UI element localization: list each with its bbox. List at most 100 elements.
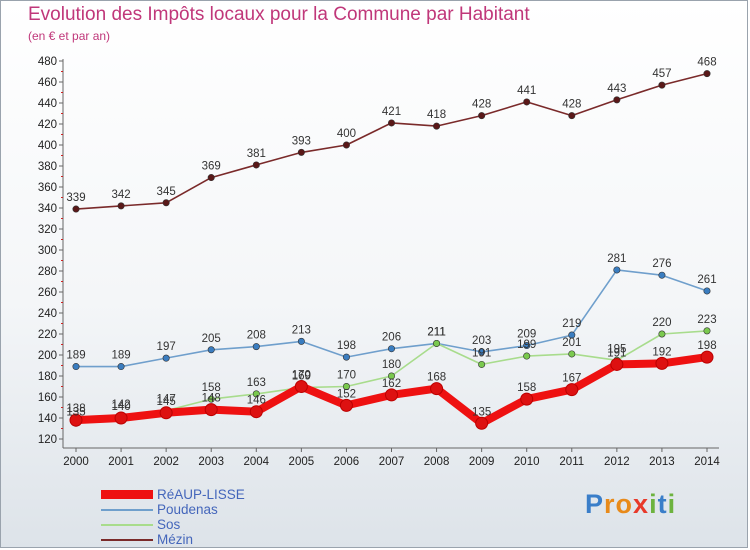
data-point xyxy=(568,350,576,358)
y-tick-label: 420 xyxy=(38,119,57,131)
logo-letter: P xyxy=(585,489,605,519)
y-tick-label: 140 xyxy=(38,413,57,425)
data-point xyxy=(703,327,711,335)
data-point xyxy=(72,205,80,213)
data-label: 145 xyxy=(157,396,176,408)
data-label: 189 xyxy=(111,350,130,362)
logo-letter: i xyxy=(667,489,677,519)
data-point xyxy=(568,112,576,120)
data-label: 198 xyxy=(697,340,716,352)
data-point xyxy=(658,81,666,89)
data-label: 167 xyxy=(562,373,581,385)
data-label: 170 xyxy=(292,370,311,382)
data-label: 138 xyxy=(66,403,85,415)
data-point xyxy=(655,356,669,370)
data-label: 209 xyxy=(517,329,536,341)
data-label: 211 xyxy=(427,326,445,338)
y-tick-label: 160 xyxy=(38,392,57,404)
data-label: 140 xyxy=(111,401,130,413)
data-point xyxy=(159,406,173,420)
y-tick-label: 120 xyxy=(38,434,57,446)
data-point xyxy=(433,339,441,347)
x-tick-label: 2010 xyxy=(514,456,540,468)
x-tick-label: 2012 xyxy=(604,456,630,468)
chart-subtitle: (en € et par an) xyxy=(28,29,111,43)
y-tick-label: 460 xyxy=(38,77,57,89)
x-tick-label: 2003 xyxy=(198,456,224,468)
x-tick-label: 2011 xyxy=(559,456,584,468)
data-point xyxy=(204,403,218,417)
y-tick-label: 360 xyxy=(38,182,57,194)
data-label: 192 xyxy=(652,346,671,358)
data-point xyxy=(207,395,215,403)
data-point xyxy=(117,202,125,210)
y-tick-label: 340 xyxy=(38,203,57,215)
data-label: 342 xyxy=(111,189,130,201)
data-label: 428 xyxy=(472,99,491,111)
data-label: 418 xyxy=(427,109,446,121)
data-point xyxy=(433,122,441,130)
data-label: 468 xyxy=(697,57,716,69)
data-point xyxy=(162,354,170,362)
data-label: 421 xyxy=(382,106,401,118)
legend-label: Mézin xyxy=(157,532,194,547)
data-point xyxy=(294,380,308,393)
y-axis-ticks: 120 140 160 180 200 220 240 260 280 300 320 340 360 3… xyxy=(38,56,63,446)
x-tick-label: 2009 xyxy=(469,456,495,468)
data-label: 206 xyxy=(382,332,401,344)
data-label: 393 xyxy=(292,135,311,147)
x-tick-label: 2005 xyxy=(289,456,315,468)
data-label: 198 xyxy=(337,340,356,352)
data-point xyxy=(523,342,531,350)
data-label: 339 xyxy=(66,192,85,204)
y-tick-label: 440 xyxy=(38,98,57,110)
data-label: 147 xyxy=(157,394,176,406)
data-label: 146 xyxy=(247,395,266,407)
data-label: 189 xyxy=(66,350,85,362)
x-tick-label: 2002 xyxy=(153,456,179,468)
x-tick-label: 2007 xyxy=(379,456,405,468)
data-label: 158 xyxy=(517,382,536,394)
legend-swatch xyxy=(101,539,153,541)
data-label: 441 xyxy=(517,85,536,97)
data-labels-m-zin: 339 342 345 369 381 393 400 421 418 428 441 428 443 4… xyxy=(66,57,716,204)
y-tick-label: 300 xyxy=(38,245,57,257)
data-point xyxy=(613,266,621,274)
legend-label: Sos xyxy=(157,517,181,532)
x-tick-label: 2000 xyxy=(63,456,89,468)
logo-letter: i xyxy=(649,489,658,519)
data-label: 213 xyxy=(292,324,311,336)
data-point xyxy=(478,112,486,120)
data-point xyxy=(117,363,125,371)
data-label: 197 xyxy=(157,341,176,353)
data-label: 201 xyxy=(562,337,581,349)
y-tick-label: 200 xyxy=(38,350,57,362)
data-point xyxy=(207,346,215,354)
legend-swatch xyxy=(101,509,153,511)
data-label: 276 xyxy=(652,258,671,270)
data-point xyxy=(342,141,350,149)
data-labels-poudenas: 189 189 197 205 208 213 198 206 211 203 209 219 281 2… xyxy=(66,253,716,362)
data-label: 281 xyxy=(607,253,626,265)
data-point xyxy=(297,148,305,156)
data-label: 148 xyxy=(202,393,221,405)
data-label: 191 xyxy=(607,347,626,359)
y-tick-label: 280 xyxy=(38,266,57,278)
data-label: 457 xyxy=(652,68,671,80)
data-point xyxy=(478,348,486,356)
x-tick-label: 2006 xyxy=(334,456,360,468)
series-m-zin xyxy=(72,70,711,213)
data-label: 400 xyxy=(337,128,356,140)
y-tick-label: 220 xyxy=(38,329,57,341)
data-label: 220 xyxy=(652,317,671,329)
data-point xyxy=(658,271,666,279)
data-point xyxy=(430,382,444,396)
data-label: 261 xyxy=(697,274,716,286)
data-point xyxy=(249,405,263,419)
data-point xyxy=(162,199,170,207)
legend-swatch xyxy=(101,490,153,499)
series-poudenas xyxy=(72,266,711,371)
data-label: 142 xyxy=(111,399,130,411)
